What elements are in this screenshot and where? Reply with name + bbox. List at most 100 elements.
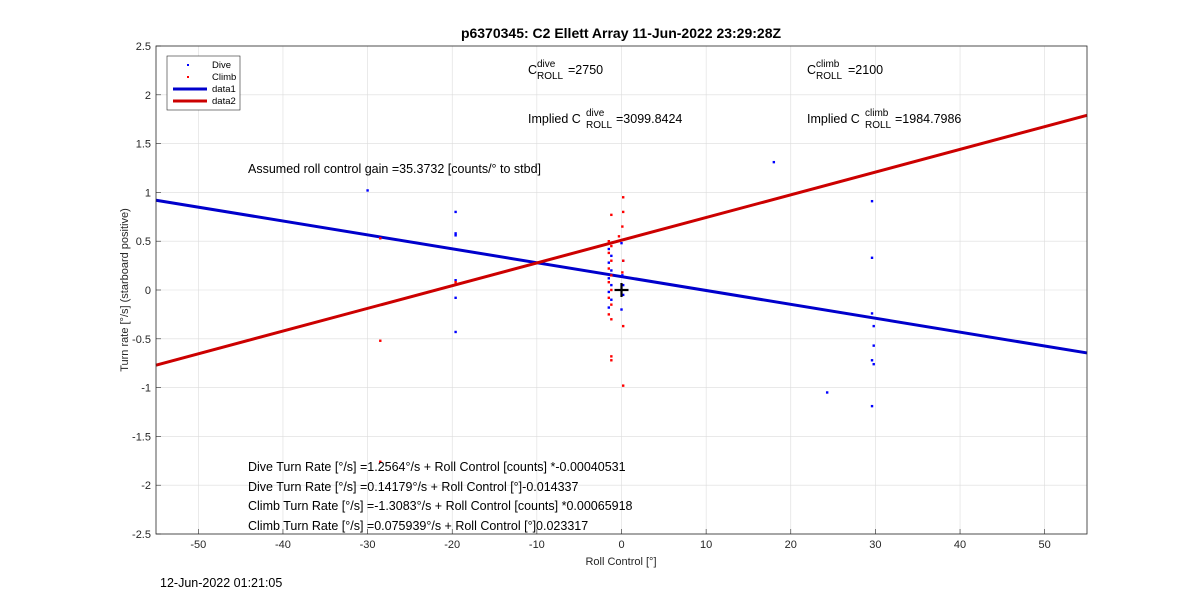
point-dive — [870, 359, 874, 362]
y-tick-label: -2.5 — [132, 529, 151, 541]
point-dive — [772, 160, 776, 164]
x-tick-label: 10 — [700, 539, 712, 551]
c-climb-value: =2100 — [848, 63, 883, 77]
y-tick-label: 1.5 — [136, 139, 151, 151]
point-dive — [607, 290, 611, 294]
point-dive — [454, 296, 457, 300]
fit-line-data2 — [155, 113, 1088, 367]
point-climb — [607, 313, 611, 316]
implied-dive-sub: ROLL — [586, 120, 613, 131]
implied-climb-value: =1984.7986 — [895, 112, 961, 126]
y-tick-label: -2 — [141, 480, 151, 492]
point-dive — [620, 308, 623, 311]
c-dive-value: =2750 — [568, 63, 603, 77]
legend-label-dive: Dive — [212, 60, 231, 71]
point-climb — [607, 240, 611, 243]
point-dive — [870, 312, 874, 315]
implied-dive-prefix: Implied C — [528, 112, 581, 126]
implied-climb-annotation: Implied C climb ROLL =1984.7986 — [807, 108, 961, 131]
dive-equation-degrees: Dive Turn Rate [°/s] =0.14179°/s + Roll … — [248, 480, 578, 494]
x-axis-label: Roll Control [°] — [585, 556, 656, 568]
c-dive-sup: dive — [537, 59, 556, 70]
point-dive — [610, 298, 613, 301]
legend-label-data2: data2 — [212, 96, 236, 107]
point-dive — [607, 306, 611, 309]
c-climb-annotation: C climb ROLL =2100 — [807, 59, 883, 82]
axis-ticks: -50 -40 -30 -20 -10 0 10 20 30 40 50 2.5 2 1.5 1 0.5 0 -0… — [132, 41, 1051, 551]
c-climb-sup: climb — [816, 59, 840, 70]
point-climb — [610, 303, 613, 306]
plot-border — [155, 45, 1088, 535]
y-tick-label: -1 — [141, 383, 151, 395]
legend-swatch-dive — [187, 64, 189, 66]
point-climb — [610, 274, 613, 277]
point-climb — [610, 244, 613, 248]
climb-equation-degrees: Climb Turn Rate [°/s] =0.075939°/s + Rol… — [248, 519, 588, 533]
gain-annotation: Assumed roll control gain =35.3732 [coun… — [248, 162, 541, 176]
point-dive — [610, 283, 613, 287]
point-climb — [607, 280, 611, 284]
c-dive-sub: ROLL — [537, 71, 564, 82]
point-dive — [621, 293, 625, 297]
implied-climb-sup: climb — [865, 108, 889, 119]
x-tick-label: 20 — [785, 539, 797, 551]
data-points — [366, 160, 875, 463]
point-dive — [870, 199, 874, 203]
point-dive — [610, 269, 613, 272]
point-dive — [607, 277, 611, 280]
point-dive — [454, 279, 457, 282]
legend-label-data1: data1 — [212, 84, 236, 95]
x-tick-label: -30 — [360, 539, 376, 551]
point-dive — [454, 232, 457, 235]
implied-dive-sup: dive — [586, 108, 605, 119]
y-axis-label: Turn rate [°/s] (starboard positive) — [119, 208, 131, 372]
c-dive-prefix: C — [528, 63, 537, 77]
implied-climb-sub: ROLL — [865, 120, 892, 131]
origin-marker — [614, 283, 629, 297]
x-tick-label: 0 — [618, 539, 624, 551]
c-climb-sub: ROLL — [816, 71, 843, 82]
point-dive — [620, 241, 623, 245]
x-tick-label: -40 — [275, 539, 291, 551]
point-climb — [610, 359, 613, 362]
y-tick-label: 0.5 — [136, 236, 151, 248]
point-dive — [825, 391, 829, 394]
point-dive — [872, 344, 875, 347]
point-climb — [621, 196, 625, 199]
y-tick-label: 2 — [145, 90, 151, 102]
point-dive — [870, 256, 874, 259]
point-climb — [607, 267, 611, 270]
point-dive — [621, 283, 625, 287]
point-climb — [621, 225, 624, 228]
point-dive — [610, 254, 613, 258]
point-climb — [607, 251, 611, 255]
x-tick-label: -50 — [190, 539, 206, 551]
point-climb — [610, 259, 613, 262]
point-climb — [610, 288, 613, 292]
point-climb — [621, 210, 625, 214]
point-dive — [872, 362, 875, 366]
fit-line-data1 — [155, 198, 1088, 355]
x-tick-label: 30 — [869, 539, 881, 551]
footer-timestamp: 12-Jun-2022 01:21:05 — [160, 576, 283, 590]
point-climb — [610, 318, 613, 321]
legend-swatch-climb — [187, 76, 189, 78]
y-tick-label: 2.5 — [136, 41, 151, 53]
svg-text:C: C — [528, 63, 537, 77]
climb-equation-counts: Climb Turn Rate [°/s] =-1.3083°/s + Roll… — [248, 499, 633, 513]
point-climb — [610, 213, 613, 217]
point-climb — [621, 384, 625, 387]
point-climb — [621, 271, 624, 274]
point-dive — [366, 189, 369, 192]
c-climb-prefix: C — [807, 63, 816, 77]
point-dive — [870, 404, 874, 408]
point-climb — [379, 237, 382, 240]
point-dive — [872, 324, 875, 328]
point-dive — [607, 261, 611, 264]
fit-lines — [155, 113, 1088, 367]
dive-equation-counts: Dive Turn Rate [°/s] =1.2564°/s + Roll C… — [248, 460, 626, 474]
point-climb — [621, 324, 625, 328]
y-tick-label: -1.5 — [132, 431, 151, 443]
point-climb — [617, 235, 621, 238]
